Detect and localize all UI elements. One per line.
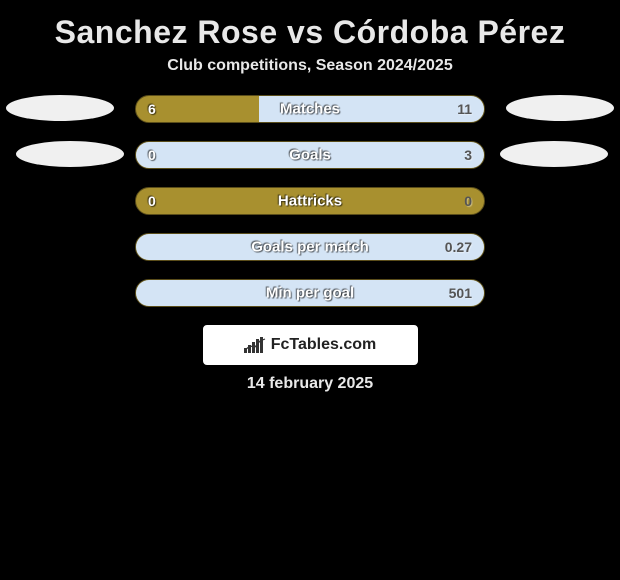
stat-bar: Min per goal 501	[135, 279, 485, 307]
stat-label: Hattricks	[278, 193, 342, 210]
stat-right-value: 0.27	[445, 239, 472, 255]
page-subtitle: Club competitions, Season 2024/2025	[0, 57, 620, 95]
stat-right-value: 3	[464, 147, 472, 163]
stat-bar: Goals per match 0.27	[135, 233, 485, 261]
logo-text: FcTables.com	[271, 336, 377, 354]
stat-left-value: 0	[148, 193, 156, 209]
stat-row: Goals per match 0.27	[0, 233, 620, 261]
stat-label: Min per goal	[266, 285, 354, 302]
stat-label: Matches	[280, 101, 340, 118]
stat-left-value: 6	[148, 101, 156, 117]
date-text: 14 february 2025	[0, 375, 620, 393]
player-right-ellipse	[506, 95, 614, 121]
stat-bar: 6 Matches 11	[135, 95, 485, 123]
player-left-ellipse	[16, 141, 124, 167]
stat-row: 0 Hattricks 0	[0, 187, 620, 215]
player-right-ellipse	[500, 141, 608, 167]
stat-row: 0 Goals 3	[0, 141, 620, 169]
stat-bar: 0 Hattricks 0	[135, 187, 485, 215]
page-title: Sanchez Rose vs Córdoba Pérez	[0, 0, 620, 57]
stat-right-value: 501	[449, 285, 472, 301]
logo-chart-icon	[244, 337, 266, 353]
stat-label: Goals per match	[251, 239, 369, 256]
stat-row: 6 Matches 11	[0, 95, 620, 123]
logo-box: FcTables.com	[203, 325, 418, 365]
stats-container: 6 Matches 11 0 Goals 3 0 Hattricks 0 Goals per ma…	[0, 95, 620, 307]
stat-row: Min per goal 501	[0, 279, 620, 307]
stat-label: Goals	[289, 147, 331, 164]
stat-left-value: 0	[148, 147, 156, 163]
stat-bar: 0 Goals 3	[135, 141, 485, 169]
stat-right-value: 11	[457, 101, 472, 117]
player-left-ellipse	[6, 95, 114, 121]
stat-right-value: 0	[464, 193, 472, 209]
